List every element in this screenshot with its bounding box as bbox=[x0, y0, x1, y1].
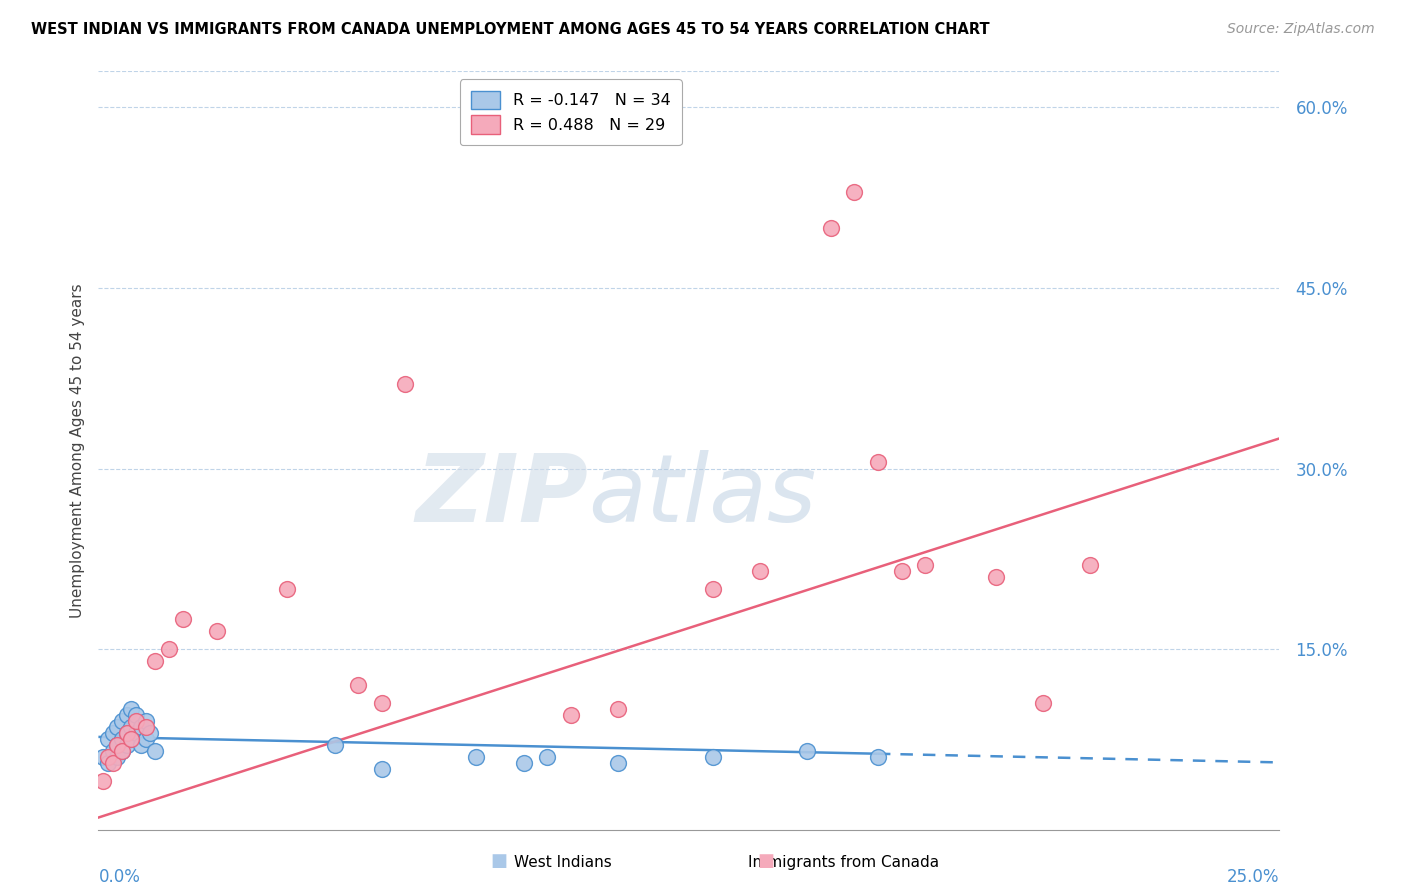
Point bbox=[1080, 558, 1102, 572]
Point bbox=[143, 744, 166, 758]
Point bbox=[607, 756, 630, 771]
Point bbox=[111, 744, 134, 758]
Text: ■: ■ bbox=[491, 852, 508, 870]
Point bbox=[796, 744, 818, 758]
Point bbox=[105, 750, 128, 764]
Point bbox=[205, 624, 228, 638]
Legend: R = -0.147   N = 34, R = 0.488   N = 29: R = -0.147 N = 34, R = 0.488 N = 29 bbox=[460, 79, 682, 145]
Text: Immigrants from Canada: Immigrants from Canada bbox=[748, 855, 939, 870]
Point bbox=[121, 732, 143, 747]
Point bbox=[512, 756, 534, 771]
Point bbox=[129, 739, 152, 753]
Point bbox=[371, 696, 394, 710]
Point bbox=[125, 726, 148, 740]
Point bbox=[115, 726, 138, 740]
Point bbox=[1032, 696, 1054, 710]
Point bbox=[347, 678, 370, 692]
Point bbox=[984, 570, 1007, 584]
Point bbox=[105, 739, 128, 753]
Point bbox=[115, 739, 138, 753]
Point bbox=[101, 756, 124, 771]
Point bbox=[560, 708, 582, 723]
Point bbox=[101, 726, 124, 740]
Text: WEST INDIAN VS IMMIGRANTS FROM CANADA UNEMPLOYMENT AMONG AGES 45 TO 54 YEARS COR: WEST INDIAN VS IMMIGRANTS FROM CANADA UN… bbox=[31, 22, 990, 37]
Point bbox=[914, 558, 936, 572]
Point bbox=[276, 582, 298, 596]
Point bbox=[323, 739, 346, 753]
Y-axis label: Unemployment Among Ages 45 to 54 years: Unemployment Among Ages 45 to 54 years bbox=[69, 283, 84, 618]
Point bbox=[91, 774, 114, 789]
Point bbox=[135, 732, 157, 747]
Point bbox=[121, 720, 143, 734]
Point bbox=[172, 612, 194, 626]
Point bbox=[139, 726, 162, 740]
Point bbox=[115, 708, 138, 723]
Point bbox=[111, 744, 134, 758]
Point bbox=[394, 377, 416, 392]
Point bbox=[157, 642, 180, 657]
Point bbox=[125, 714, 148, 729]
Point bbox=[465, 750, 488, 764]
Point bbox=[91, 750, 114, 764]
Point bbox=[97, 756, 120, 771]
Point bbox=[101, 744, 124, 758]
Point bbox=[866, 455, 889, 469]
Point bbox=[748, 564, 770, 578]
Text: atlas: atlas bbox=[589, 450, 817, 541]
Point bbox=[111, 732, 134, 747]
Text: ■: ■ bbox=[758, 852, 775, 870]
Point bbox=[97, 750, 120, 764]
Point bbox=[129, 720, 152, 734]
Point bbox=[135, 720, 157, 734]
Text: 0.0%: 0.0% bbox=[98, 869, 141, 887]
Text: West Indians: West Indians bbox=[513, 855, 612, 870]
Point bbox=[536, 750, 558, 764]
Point bbox=[121, 732, 143, 747]
Point bbox=[702, 582, 724, 596]
Point bbox=[135, 714, 157, 729]
Point bbox=[844, 185, 866, 199]
Point bbox=[143, 654, 166, 668]
Text: ZIP: ZIP bbox=[416, 450, 589, 542]
Text: 25.0%: 25.0% bbox=[1227, 869, 1279, 887]
Point bbox=[121, 702, 143, 716]
Point bbox=[890, 564, 912, 578]
Point bbox=[105, 739, 128, 753]
Point bbox=[111, 714, 134, 729]
Text: Source: ZipAtlas.com: Source: ZipAtlas.com bbox=[1227, 22, 1375, 37]
Point bbox=[125, 708, 148, 723]
Point bbox=[97, 732, 120, 747]
Point bbox=[702, 750, 724, 764]
Point bbox=[820, 220, 842, 235]
Point bbox=[866, 750, 889, 764]
Point bbox=[371, 763, 394, 777]
Point bbox=[105, 720, 128, 734]
Point bbox=[607, 702, 630, 716]
Point bbox=[115, 726, 138, 740]
